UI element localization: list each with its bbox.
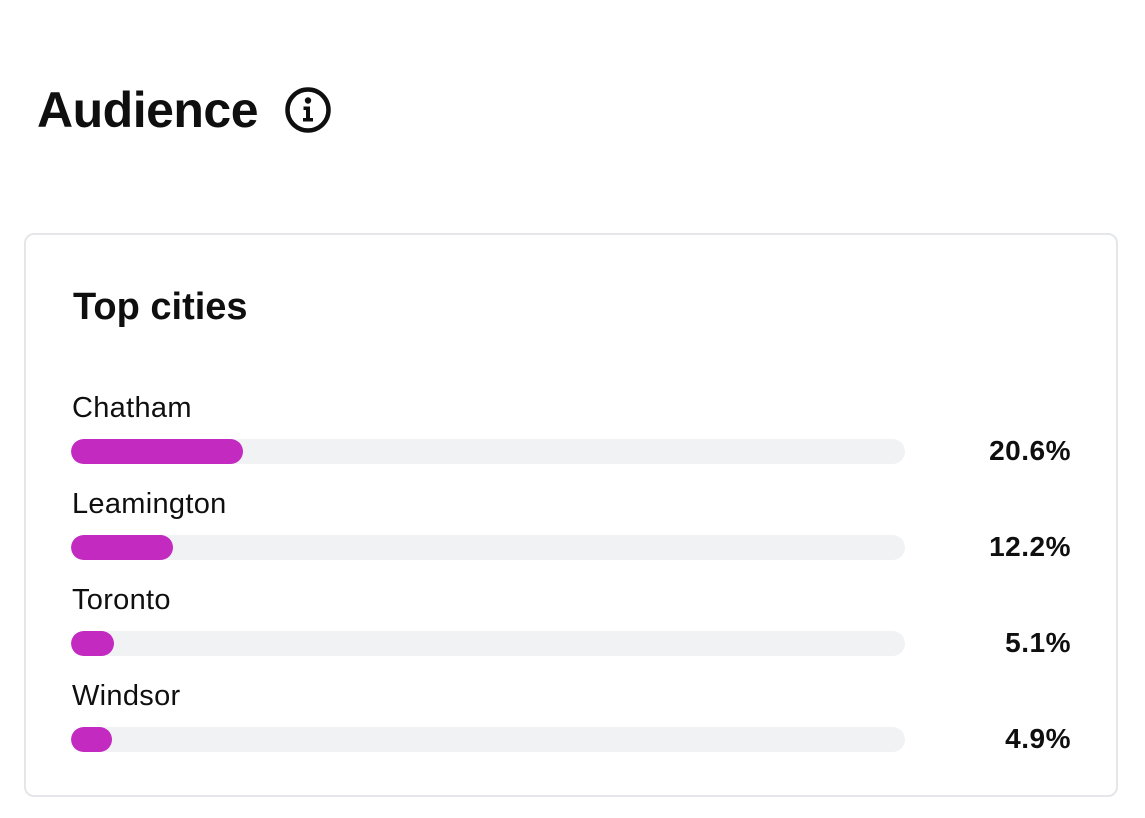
city-bar-track (71, 439, 905, 464)
city-list: Chatham 20.6% Leamington 12.2% Toronto 5… (71, 391, 1071, 775)
info-icon-svg (285, 87, 331, 133)
info-icon[interactable] (284, 86, 332, 134)
city-percent: 12.2% (989, 531, 1071, 562)
city-percent: 5.1% (1005, 627, 1071, 658)
city-name: Leamington (72, 488, 227, 520)
city-bar-track (71, 631, 905, 656)
city-bar-fill (71, 631, 114, 656)
city-bar-fill (71, 439, 243, 464)
city-bar-fill (71, 535, 173, 560)
city-row: Toronto 5.1% (71, 583, 1071, 679)
city-row: Windsor 4.9% (71, 679, 1071, 775)
top-cities-card: Top cities Chatham 20.6% Leamington 12.2… (24, 233, 1118, 797)
audience-header: Audience (37, 78, 332, 142)
page-title: Audience (37, 82, 259, 138)
card-title: Top cities (73, 286, 248, 328)
city-row: Chatham 20.6% (71, 391, 1071, 487)
city-name: Toronto (72, 584, 171, 616)
city-bar-track (71, 535, 905, 560)
city-percent: 4.9% (1005, 723, 1071, 754)
city-row: Leamington 12.2% (71, 487, 1071, 583)
city-bar-track (71, 727, 905, 752)
city-name: Chatham (72, 392, 192, 424)
city-percent: 20.6% (989, 435, 1071, 466)
city-name: Windsor (72, 680, 181, 712)
city-bar-fill (71, 727, 112, 752)
